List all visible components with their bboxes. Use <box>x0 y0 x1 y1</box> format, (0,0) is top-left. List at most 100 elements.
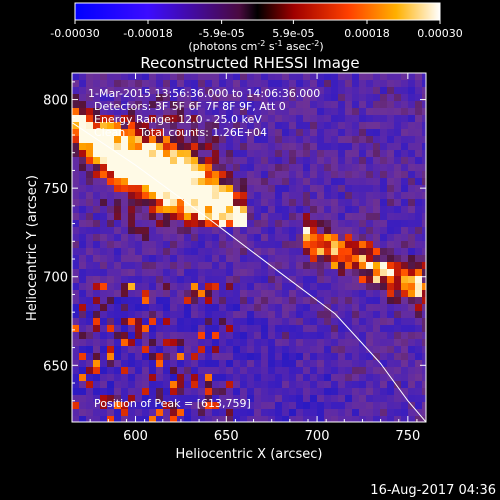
heatmap-cell <box>352 381 359 388</box>
heatmap-cell <box>233 178 240 185</box>
heatmap-cell <box>163 283 170 290</box>
heatmap-cell <box>247 255 254 262</box>
heatmap-cell <box>331 143 338 150</box>
heatmap-cell <box>408 143 415 150</box>
heatmap-cell <box>79 234 86 241</box>
heatmap-cell <box>177 318 184 325</box>
heatmap-cell <box>205 199 212 206</box>
heatmap-cell <box>114 220 121 227</box>
heatmap-cell <box>205 395 212 402</box>
heatmap-cell <box>331 269 338 276</box>
heatmap-cell <box>121 192 128 199</box>
heatmap-cell <box>247 185 254 192</box>
heatmap-cell <box>373 395 380 402</box>
heatmap-cell <box>170 374 177 381</box>
heatmap-cell <box>352 297 359 304</box>
heatmap-cell <box>359 409 366 416</box>
heatmap-cell <box>240 185 247 192</box>
x-tick-label: 650 <box>214 429 239 444</box>
heatmap-cell <box>282 108 289 115</box>
heatmap-cell <box>198 304 205 311</box>
heatmap-cell <box>422 360 426 367</box>
heatmap-cell <box>163 332 170 339</box>
heatmap-cell <box>373 276 380 283</box>
heatmap-cell <box>408 213 415 220</box>
heatmap-cell <box>380 143 387 150</box>
heatmap-cell <box>338 332 345 339</box>
heatmap-cell <box>128 374 135 381</box>
heatmap-cell <box>128 381 135 388</box>
heatmap-cell <box>331 178 338 185</box>
heatmap-cell <box>394 388 401 395</box>
heatmap-cell <box>149 73 156 80</box>
heatmap-cell <box>191 129 198 136</box>
heatmap-cell <box>135 381 142 388</box>
heatmap-cell <box>254 129 261 136</box>
heatmap-cell <box>310 346 317 353</box>
heatmap-cell <box>163 346 170 353</box>
heatmap-cell <box>79 255 86 262</box>
heatmap-cell <box>282 269 289 276</box>
heatmap-cell <box>212 171 219 178</box>
heatmap-cell <box>177 339 184 346</box>
heatmap-cell <box>142 311 149 318</box>
heatmap-cell <box>226 360 233 367</box>
heatmap-cell <box>324 367 331 374</box>
heatmap-cell <box>324 360 331 367</box>
heatmap-cell <box>317 199 324 206</box>
heatmap-cell <box>261 192 268 199</box>
heatmap-cell <box>366 332 373 339</box>
heatmap-cell <box>359 192 366 199</box>
heatmap-cell <box>331 311 338 318</box>
heatmap-cell <box>184 325 191 332</box>
heatmap-cell <box>191 164 198 171</box>
heatmap-cell <box>72 353 79 360</box>
heatmap-cell <box>289 290 296 297</box>
heatmap-cell <box>163 171 170 178</box>
heatmap-cell <box>310 374 317 381</box>
heatmap-cell <box>177 353 184 360</box>
heatmap-cell <box>422 73 426 80</box>
heatmap-cell <box>226 213 233 220</box>
heatmap-cell <box>121 311 128 318</box>
heatmap-cell <box>401 325 408 332</box>
heatmap-cell <box>205 402 212 409</box>
heatmap-cell <box>226 388 233 395</box>
heatmap-cell <box>163 262 170 269</box>
heatmap-cell <box>198 164 205 171</box>
heatmap-cell <box>394 269 401 276</box>
heatmap-cell <box>247 276 254 283</box>
heatmap-cell <box>324 101 331 108</box>
heatmap-cell <box>219 262 226 269</box>
heatmap-cell <box>415 360 422 367</box>
heatmap-cell <box>268 185 275 192</box>
heatmap-cell <box>247 192 254 199</box>
heatmap-cell <box>142 367 149 374</box>
heatmap-cell <box>233 80 240 87</box>
heatmap-cell <box>156 262 163 269</box>
heatmap-cell <box>170 220 177 227</box>
heatmap-cell <box>219 241 226 248</box>
heatmap-cell <box>86 129 93 136</box>
heatmap-cell <box>352 290 359 297</box>
heatmap-cell <box>142 115 149 122</box>
heatmap-cell <box>261 283 268 290</box>
heatmap-cell <box>205 178 212 185</box>
heatmap-cell <box>394 276 401 283</box>
heatmap-cell <box>198 80 205 87</box>
heatmap-cell <box>408 80 415 87</box>
heatmap-cell <box>408 367 415 374</box>
heatmap-cell <box>352 143 359 150</box>
heatmap-cell <box>366 185 373 192</box>
heatmap-cell <box>289 227 296 234</box>
heatmap-cell <box>394 192 401 199</box>
heatmap-cell <box>100 178 107 185</box>
heatmap-cell <box>408 157 415 164</box>
heatmap-cell <box>170 332 177 339</box>
heatmap-cell <box>226 255 233 262</box>
heatmap-cell <box>114 206 121 213</box>
heatmap-cell <box>275 213 282 220</box>
heatmap-cell <box>296 178 303 185</box>
heatmap-cell <box>79 360 86 367</box>
heatmap-cell <box>100 346 107 353</box>
